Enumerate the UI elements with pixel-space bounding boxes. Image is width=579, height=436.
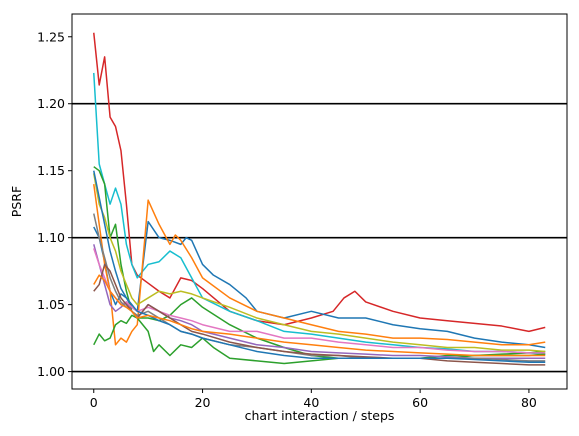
x-tick-label-2: 40 [303,395,319,410]
series-line-0 [93,32,546,333]
reference-lines [72,102,567,373]
x-tick-label-3: 60 [412,395,428,410]
series-line-11 [93,170,546,363]
y-axis-title: PSRF [9,186,24,217]
y-tick-label-3: 1.15 [37,163,65,178]
x-axis: 0 20 40 60 80 [90,389,537,410]
y-tick-label-0: 1.00 [37,364,65,379]
x-tick-label-4: 80 [521,395,537,410]
series-line-6 [93,173,546,353]
y-axis: 1.00 1.05 1.10 1.15 1.20 1.25 [37,29,72,379]
series-line-2 [93,220,546,349]
x-tick-label-0: 0 [90,395,98,410]
series-line-3 [93,183,546,346]
plot-frame [71,13,568,390]
y-tick-label-2: 1.10 [37,230,65,245]
y-tick-label-5: 1.25 [37,29,65,44]
y-tick-label-4: 1.20 [37,96,65,111]
series-layer [93,32,546,366]
series-line-12 [93,274,546,357]
y-tick-label-1: 1.05 [37,297,65,312]
x-tick-label-1: 20 [195,395,211,410]
series-line-10 [93,263,546,366]
x-axis-title: chart interaction / steps [245,408,395,423]
series-line-7 [93,244,546,359]
